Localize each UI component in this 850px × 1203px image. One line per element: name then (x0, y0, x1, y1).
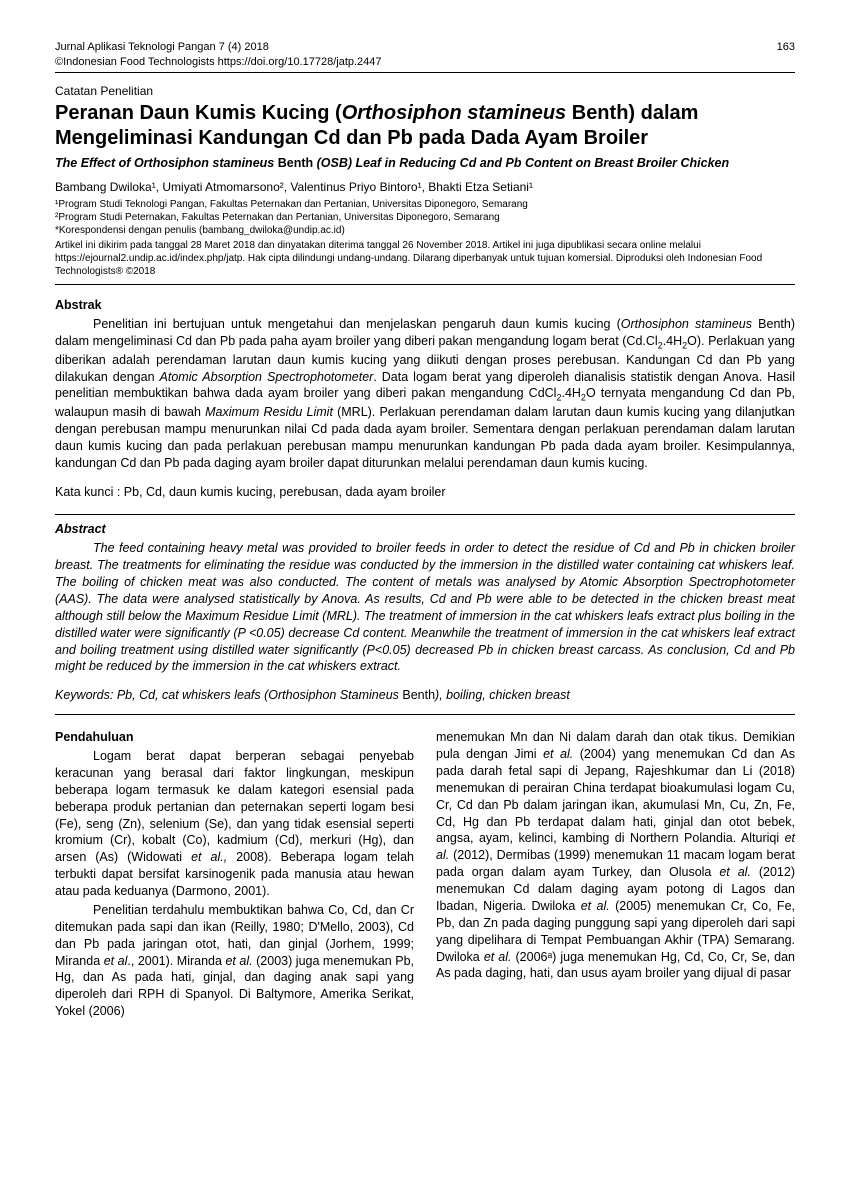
body-columns: Pendahuluan Logam berat dapat berperan s… (55, 729, 795, 1022)
abstract-body: The feed containing heavy metal was prov… (55, 540, 795, 675)
abstrak-body: Penelitian ini bertujuan untuk mengetahu… (55, 316, 795, 471)
paragraph: menemukan Mn dan Ni dalam darah dan otak… (436, 729, 795, 982)
column-left: Pendahuluan Logam berat dapat berperan s… (55, 729, 414, 1022)
paragraph: Penelitian terdahulu membuktikan bahwa C… (55, 902, 414, 1020)
copyright-line: ©Indonesian Food Technologists https://d… (55, 55, 382, 70)
journal-name: Jurnal Aplikasi Teknologi Pangan 7 (4) 2… (55, 40, 382, 55)
article-subtitle: The Effect of Orthosiphon stamineus Bent… (55, 155, 795, 171)
kata-kunci: Kata kunci : Pb, Cd, daun kumis kucing, … (55, 484, 795, 501)
affiliation-2: ²Program Studi Peternakan, Fakultas Pete… (55, 211, 795, 224)
authors: Bambang Dwiloka¹, Umiyati Atmomarsono², … (55, 179, 795, 195)
note-label: Catatan Penelitian (55, 83, 795, 99)
correspondence: *Korespondensi dengan penulis (bambang_d… (55, 224, 795, 237)
column-right: menemukan Mn dan Ni dalam darah dan otak… (436, 729, 795, 1022)
page-number: 163 (777, 40, 795, 70)
journal-header: Jurnal Aplikasi Teknologi Pangan 7 (4) 2… (55, 40, 795, 73)
keywords: Keywords: Pb, Cd, cat whiskers leafs (Or… (55, 687, 795, 715)
abstrak-heading: Abstrak (55, 297, 795, 314)
pendahuluan-heading: Pendahuluan (55, 729, 414, 746)
affiliation-1: ¹Program Studi Teknologi Pangan, Fakulta… (55, 198, 795, 211)
article-title: Peranan Daun Kumis Kucing (Orthosiphon s… (55, 101, 795, 151)
abstract-heading: Abstract (55, 514, 795, 538)
paragraph: Logam berat dapat berperan sebagai penye… (55, 748, 414, 900)
submission-info: Artikel ini dikirim pada tanggal 28 Mare… (55, 239, 795, 285)
